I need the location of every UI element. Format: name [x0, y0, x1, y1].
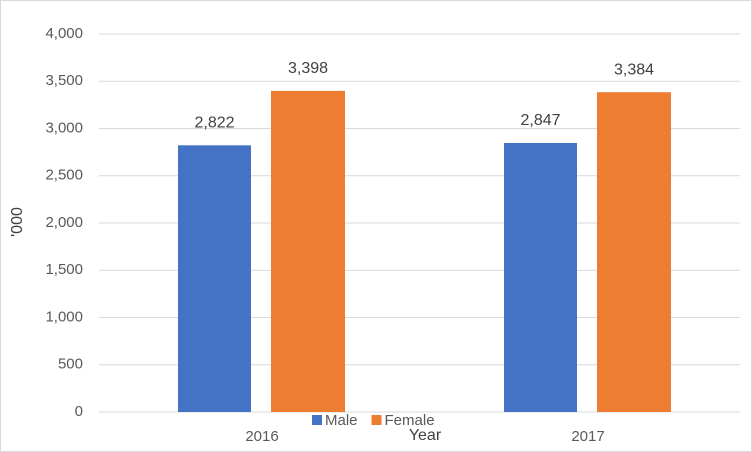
data-label: 2,822 [194, 115, 234, 132]
y-tick-label: 500 [58, 356, 83, 373]
x-axis-label: Year [409, 427, 442, 444]
legend-label: Female [385, 412, 435, 429]
data-label: 3,398 [288, 60, 328, 77]
legend-swatch [312, 415, 322, 425]
y-tick-label: 1,000 [45, 308, 83, 325]
y-tick-label: 3,000 [45, 119, 83, 136]
x-tick-label: 2017 [571, 428, 604, 445]
y-axis-label: '000 [9, 207, 26, 237]
x-tick-label: 2016 [245, 428, 278, 445]
y-tick-label: 1,500 [45, 261, 83, 278]
bar [271, 90, 345, 412]
y-tick-label: 4,000 [45, 25, 83, 42]
y-tick-label: 0 [75, 403, 83, 420]
y-tick-label: 2,500 [45, 167, 83, 184]
y-tick-label: 3,500 [45, 72, 83, 89]
legend-label: Male [325, 412, 358, 429]
y-tick-label: 2,000 [45, 214, 83, 231]
bar [597, 92, 671, 412]
legend-swatch [371, 415, 382, 425]
bar [504, 142, 577, 412]
bar [178, 145, 251, 413]
data-label: 2,847 [520, 112, 560, 129]
data-label: 3,384 [614, 61, 654, 78]
